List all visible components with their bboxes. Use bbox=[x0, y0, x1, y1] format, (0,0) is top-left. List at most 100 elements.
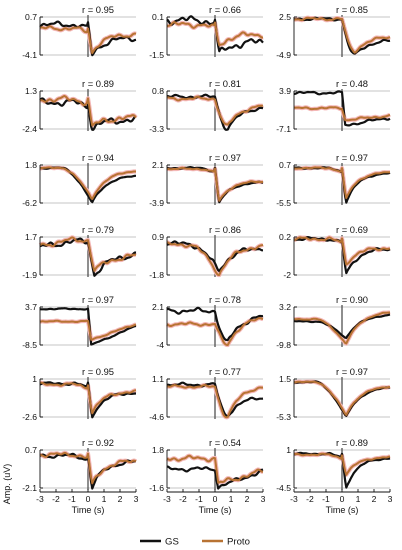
proto-trace bbox=[166, 95, 264, 126]
panel-6: 3.9 -7.1 r = 0.48 bbox=[276, 78, 391, 134]
correlation-label: r = 0.78 bbox=[209, 294, 241, 305]
proto-trace bbox=[39, 95, 137, 127]
proto-trace bbox=[293, 106, 391, 122]
y-tick-label: -4.6 bbox=[149, 412, 164, 422]
proto-trace bbox=[39, 451, 137, 485]
x-tick-label: -2 bbox=[52, 494, 60, 504]
correlation-label: r = 0.89 bbox=[336, 437, 368, 448]
gs-trace bbox=[39, 97, 137, 131]
y-tick-label: 2.1 bbox=[152, 302, 164, 312]
correlation-label: r = 0.95 bbox=[82, 366, 114, 377]
y-tick-label: 2.5 bbox=[279, 12, 291, 22]
gs-trace bbox=[166, 306, 264, 342]
panel-grid: 0.7 -4.1 r = 0.95 0.1 -1.5 r = 0.66 2.5 -4.9 r =… bbox=[22, 4, 392, 515]
x-tick-label: 0 bbox=[86, 494, 91, 504]
y-tick-label: 1.3 bbox=[25, 86, 37, 96]
y-tick-label: -9.8 bbox=[276, 340, 291, 350]
y-axis-label: Amp. (uV) bbox=[2, 464, 12, 505]
x-tick-label: 2 bbox=[118, 494, 123, 504]
panel-8: 2.1 -3.9 r = 0.97 bbox=[149, 152, 264, 208]
y-tick-label: 1.5 bbox=[279, 374, 291, 384]
panel-10: 1.7 -1.9 r = 0.79 bbox=[22, 224, 137, 280]
x-tick-label: 2 bbox=[372, 494, 377, 504]
panel-13: 3.7 -8.5 r = 0.97 bbox=[22, 294, 137, 350]
x-tick-label: 1 bbox=[356, 494, 361, 504]
x-tick-label: 0 bbox=[213, 494, 218, 504]
correlation-label: r = 0.79 bbox=[82, 224, 114, 235]
correlation-label: r = 0.77 bbox=[209, 366, 241, 377]
y-tick-label: 0.8 bbox=[152, 86, 164, 96]
x-axis-label: Time (s) bbox=[326, 505, 359, 515]
y-tick-label: 1.7 bbox=[25, 232, 37, 242]
x-axis-label: Time (s) bbox=[199, 505, 232, 515]
y-tick-label: -1.8 bbox=[149, 270, 164, 280]
proto-trace bbox=[294, 311, 391, 345]
y-tick-label: -5.3 bbox=[276, 412, 291, 422]
y-tick-label: -3.3 bbox=[149, 124, 164, 134]
correlation-label: r = 0.90 bbox=[336, 294, 368, 305]
correlation-label: r = 0.81 bbox=[209, 78, 241, 89]
correlation-label: r = 0.69 bbox=[336, 224, 368, 235]
y-tick-label: 0.7 bbox=[279, 160, 291, 170]
proto-trace bbox=[39, 236, 137, 272]
x-tick-label: -3 bbox=[36, 494, 44, 504]
correlation-label: r = 0.97 bbox=[82, 294, 114, 305]
proto-trace bbox=[166, 241, 264, 276]
panel-20: 1.8 -1.6 r = 0.54 -3 -2 -1 0 1 2 3 Time (s) bbox=[149, 437, 265, 515]
y-tick-label: -2 bbox=[283, 270, 291, 280]
panel-4: 1.3 -2.4 r = 0.89 bbox=[22, 78, 138, 134]
panel-2: 0.1 -1.5 r = 0.66 bbox=[149, 4, 264, 60]
y-tick-label: 3.9 bbox=[279, 86, 291, 96]
y-tick-label: -4.5 bbox=[276, 483, 291, 493]
proto-trace bbox=[293, 380, 391, 416]
y-tick-label: -1.5 bbox=[149, 50, 164, 60]
x-tick-label: -2 bbox=[306, 494, 314, 504]
x-tick-label: -1 bbox=[195, 494, 203, 504]
panel-18: 1.5 -5.3 r = 0.97 bbox=[276, 366, 391, 422]
correlation-label: r = 0.89 bbox=[82, 78, 114, 89]
y-tick-label: -5.5 bbox=[276, 198, 291, 208]
panel-16: 1 -2.6 r = 0.95 bbox=[22, 366, 137, 422]
proto-trace bbox=[39, 166, 136, 200]
y-tick-label: 3.2 bbox=[279, 302, 291, 312]
correlation-label: r = 0.95 bbox=[82, 4, 114, 15]
proto-trace bbox=[39, 381, 137, 415]
panel-12: 0.2 -2 r = 0.69 bbox=[279, 224, 391, 280]
y-tick-label: -4.9 bbox=[276, 50, 291, 60]
proto-trace bbox=[166, 454, 264, 484]
x-tick-label: -3 bbox=[290, 494, 298, 504]
proto-trace bbox=[294, 236, 391, 266]
correlation-label: r = 0.97 bbox=[336, 152, 368, 163]
y-tick-label: -1.6 bbox=[149, 483, 164, 493]
panel-5: 0.8 -3.3 r = 0.81 bbox=[149, 78, 264, 134]
x-tick-label: 1 bbox=[229, 494, 234, 504]
legend: GS Proto bbox=[140, 537, 250, 548]
y-tick-label: -2.6 bbox=[22, 412, 37, 422]
x-tick-label: 3 bbox=[388, 494, 393, 504]
x-tick-label: 1 bbox=[102, 494, 107, 504]
x-tick-label: 3 bbox=[134, 494, 139, 504]
correlation-label: r = 0.97 bbox=[336, 366, 368, 377]
proto-trace bbox=[166, 384, 264, 419]
y-tick-label: -4.1 bbox=[22, 50, 37, 60]
proto-trace bbox=[294, 452, 391, 476]
panel-15: 3.2 -9.8 r = 0.90 bbox=[276, 294, 391, 350]
y-tick-label: -4 bbox=[156, 340, 164, 350]
x-tick-label: -1 bbox=[68, 494, 76, 504]
correlation-label: r = 0.92 bbox=[82, 437, 114, 448]
panel-1: 0.7 -4.1 r = 0.95 bbox=[22, 4, 137, 60]
y-tick-label: 1.1 bbox=[152, 374, 164, 384]
panel-9: 0.7 -5.5 r = 0.97 bbox=[276, 152, 391, 208]
proto-trace bbox=[293, 166, 390, 199]
proto-trace bbox=[293, 16, 391, 54]
x-tick-label: 3 bbox=[261, 494, 266, 504]
legend-gs-label: GS bbox=[165, 537, 179, 548]
proto-trace bbox=[166, 317, 264, 346]
x-tick-label: -3 bbox=[163, 494, 171, 504]
y-tick-label: -8.5 bbox=[22, 340, 37, 350]
panel-3: 2.5 -4.9 r = 0.85 bbox=[276, 4, 391, 60]
correlation-label: r = 0.48 bbox=[336, 78, 368, 89]
y-tick-label: 2.1 bbox=[152, 160, 164, 170]
y-tick-label: 1.8 bbox=[152, 445, 164, 455]
correlation-label: r = 0.94 bbox=[82, 152, 114, 163]
